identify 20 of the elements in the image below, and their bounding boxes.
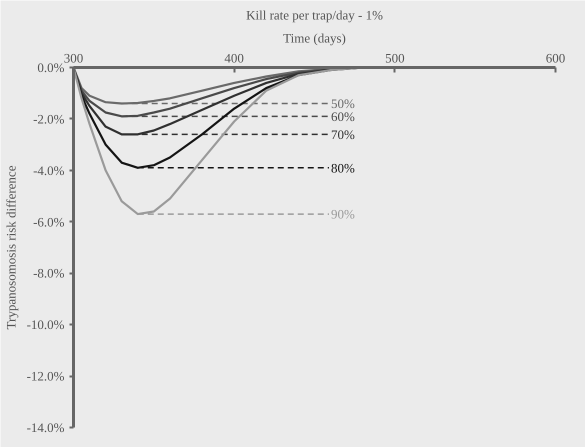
text: 90% bbox=[330, 206, 355, 222]
y-tick-label: -4.0% bbox=[33, 162, 65, 178]
y-tick-label: -10.0% bbox=[26, 317, 65, 332]
text: 80% bbox=[330, 160, 355, 176]
x-tick-label: 300 bbox=[64, 50, 84, 66]
x-tick-label: 400 bbox=[224, 50, 244, 66]
y-tick-label: -6.0% bbox=[33, 214, 65, 230]
x-tick-label: 600 bbox=[546, 50, 566, 66]
x-axis-title: Time (days) bbox=[283, 30, 346, 46]
text: 60% bbox=[330, 108, 355, 124]
y-tick-label: -14.0% bbox=[26, 420, 65, 435]
text: 50% bbox=[330, 96, 355, 111]
text: 70% bbox=[330, 126, 355, 142]
y-tick-label: -12.0% bbox=[26, 368, 65, 384]
y-tick-label: -8.0% bbox=[33, 266, 65, 281]
y-tick-label: 0.0% bbox=[37, 60, 65, 75]
x-tick-label: 500 bbox=[385, 50, 405, 66]
y-axis-title: Trypanosomosis risk difference bbox=[4, 165, 19, 330]
chart-title: Kill rate per trap/day - 1% bbox=[246, 8, 384, 22]
y-tick-label: -2.0% bbox=[33, 111, 65, 126]
